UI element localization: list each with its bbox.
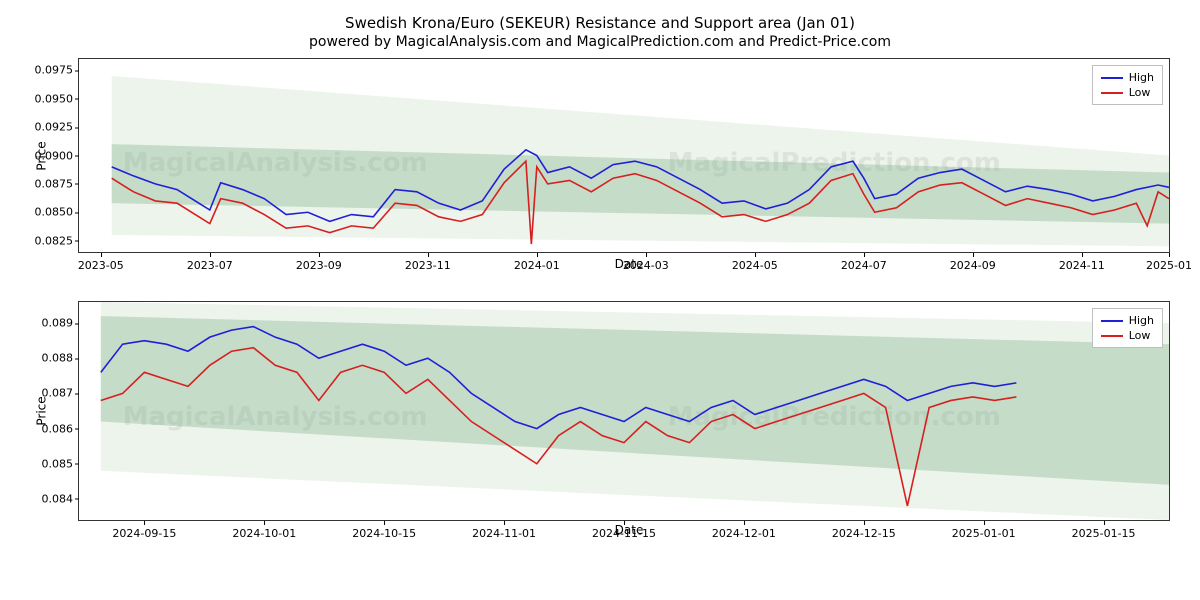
xtick: 2024-11-01 (472, 527, 536, 540)
ytick: 0.0850 (29, 206, 73, 219)
bot-chart-svg (79, 302, 1169, 520)
ytick: 0.0975 (29, 64, 73, 77)
xtick: 2024-03 (623, 259, 669, 272)
xtick: 2024-09 (950, 259, 996, 272)
xtick: 2025-01 (1146, 259, 1192, 272)
legend: High Low (1092, 65, 1163, 105)
top-chart: Price MagicalAnalysis.com MagicalPredict… (78, 58, 1170, 253)
ytick: 0.089 (29, 317, 73, 330)
ytick: 0.085 (29, 457, 73, 470)
legend-high-label: High (1129, 71, 1154, 84)
legend-high: High (1101, 313, 1154, 328)
legend-low: Low (1101, 85, 1154, 100)
legend-high-label: High (1129, 314, 1154, 327)
legend-low-swatch (1101, 335, 1123, 337)
xtick: 2024-01 (514, 259, 560, 272)
legend-low-label: Low (1129, 329, 1151, 342)
ytick: 0.087 (29, 387, 73, 400)
ytick: 0.086 (29, 422, 73, 435)
bottom-chart: Price MagicalAnalysis.com MagicalPredict… (78, 301, 1170, 521)
ytick: 0.084 (29, 492, 73, 505)
xtick: 2024-11 (1059, 259, 1105, 272)
xtick: 2024-12-15 (832, 527, 896, 540)
ytick: 0.0825 (29, 234, 73, 247)
xtick: 2024-11-15 (592, 527, 656, 540)
xtick: 2023-11 (405, 259, 451, 272)
ytick: 0.0900 (29, 149, 73, 162)
xtick: 2024-10-01 (232, 527, 296, 540)
chart-subtitle: powered by MagicalAnalysis.com and Magic… (20, 34, 1180, 50)
legend: High Low (1092, 308, 1163, 348)
xtick: 2024-12-01 (712, 527, 776, 540)
ytick: 0.0925 (29, 121, 73, 134)
xtick: 2023-05 (78, 259, 124, 272)
xtick: 2024-09-15 (112, 527, 176, 540)
legend-high: High (1101, 70, 1154, 85)
chart-title: Swedish Krona/Euro (SEKEUR) Resistance a… (20, 14, 1180, 32)
legend-low: Low (1101, 328, 1154, 343)
legend-low-swatch (1101, 92, 1123, 94)
ytick: 0.0875 (29, 177, 73, 190)
xtick: 2023-09 (296, 259, 342, 272)
xtick: 2025-01-01 (952, 527, 1016, 540)
xtick: 2023-07 (187, 259, 233, 272)
legend-low-label: Low (1129, 86, 1151, 99)
legend-high-swatch (1101, 320, 1123, 322)
xtick: 2024-05 (732, 259, 778, 272)
xtick: 2024-10-15 (352, 527, 416, 540)
xtick: 2024-07 (841, 259, 887, 272)
ytick: 0.0950 (29, 92, 73, 105)
ytick: 0.088 (29, 352, 73, 365)
legend-high-swatch (1101, 77, 1123, 79)
xtick: 2025-01-15 (1072, 527, 1136, 540)
top-chart-svg (79, 59, 1169, 252)
